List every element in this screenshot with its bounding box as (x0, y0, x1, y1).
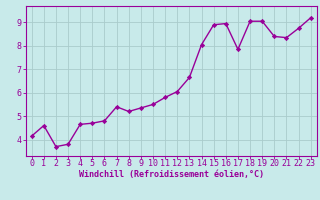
X-axis label: Windchill (Refroidissement éolien,°C): Windchill (Refroidissement éolien,°C) (79, 170, 264, 179)
